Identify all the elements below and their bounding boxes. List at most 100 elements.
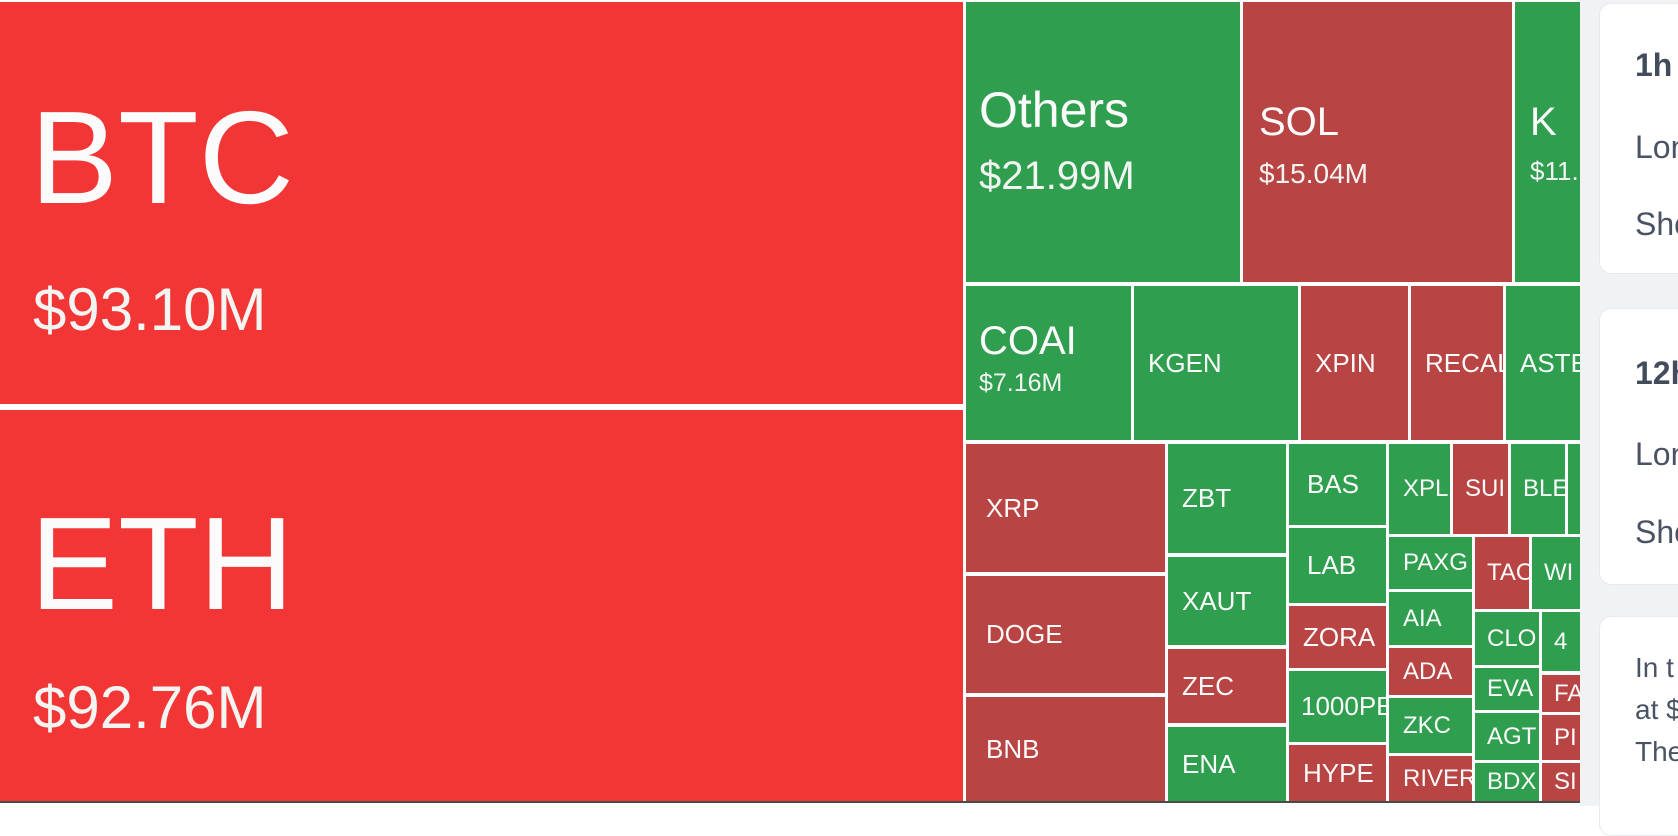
tile-coai[interactable]: COAI $7.16M — [966, 286, 1131, 440]
coin-symbol: BAS — [1307, 469, 1360, 499]
coin-symbol: BNB — [986, 733, 1040, 764]
long-liquidations-label: Lon — [1635, 436, 1678, 472]
coin-symbol: 1000PE — [1301, 691, 1386, 721]
coin-symbol: KGEN — [1148, 347, 1222, 378]
tile-sol[interactable]: SOL $15.04M — [1243, 2, 1512, 282]
sidebar-panel-1h[interactable]: 1h Lon Sho — [1599, 3, 1678, 274]
tile-zec[interactable]: ZEC — [1168, 649, 1286, 723]
coin-symbol: RIVER — [1403, 764, 1472, 792]
coin-symbol: ASTE — [1520, 347, 1580, 378]
coin-symbol: BLE — [1523, 475, 1565, 502]
tile-tao[interactable]: TAO — [1475, 537, 1529, 609]
coin-symbol: FA — [1554, 679, 1580, 707]
coin-symbol: ETH — [30, 490, 294, 637]
tile-xaut[interactable]: XAUT — [1168, 557, 1286, 645]
coin-symbol: COAI — [979, 319, 1077, 363]
summary-text-line: The — [1635, 736, 1678, 767]
coin-symbol: SUI — [1465, 475, 1506, 502]
coin-symbol: SOL — [1259, 100, 1340, 144]
coin-symbol: ZBT — [1182, 483, 1232, 513]
coin-symbol: ZEC — [1182, 670, 1234, 701]
panel-timeframe-label: 12h — [1635, 355, 1678, 391]
liquidation-value: $15.04M — [1259, 158, 1368, 189]
tile-4[interactable]: 4 — [1542, 612, 1580, 671]
coin-symbol: RECAL — [1425, 347, 1503, 378]
summary-text-line: at $ — [1635, 694, 1678, 725]
coin-symbol: DOGE — [986, 619, 1063, 649]
coin-symbol: ZORA — [1303, 621, 1376, 652]
coin-symbol: XRP — [986, 492, 1040, 523]
coin-symbol: AGT — [1487, 722, 1537, 750]
tile-zbt[interactable]: ZBT — [1168, 444, 1286, 553]
tile-sui[interactable]: SUI — [1453, 444, 1508, 534]
tile-ada[interactable]: ADA — [1389, 648, 1472, 695]
tile-wi[interactable]: WI — [1532, 537, 1580, 609]
coin-symbol: XPIN — [1315, 347, 1376, 378]
tile-xrp[interactable]: XRP — [966, 444, 1165, 572]
tile-xpin[interactable]: XPIN — [1301, 286, 1408, 440]
panel-timeframe-label: 1h — [1635, 47, 1673, 83]
long-liquidations-label: Lon — [1635, 129, 1678, 165]
coin-symbol: 4 — [1554, 627, 1568, 655]
short-liquidations-label: Sho — [1635, 514, 1678, 550]
coin-symbol: Others — [979, 82, 1130, 138]
tile-eth[interactable]: ETH $92.76M — [0, 410, 963, 801]
tile-bnb[interactable]: BNB — [966, 697, 1165, 801]
tile-aste[interactable]: ASTE — [1506, 286, 1580, 440]
tile-xpl[interactable]: XPL — [1389, 444, 1450, 534]
tile-ena[interactable]: ENA — [1168, 727, 1286, 801]
tile-others[interactable]: Others $21.99M — [966, 2, 1240, 282]
coin-symbol: ZKC — [1403, 711, 1451, 739]
coin-symbol: BDX — [1487, 768, 1537, 795]
chart-bottom-border — [0, 801, 1580, 803]
coin-symbol: BTC — [30, 84, 294, 231]
tile-1000pe[interactable]: 1000PE — [1289, 671, 1386, 742]
tile-si[interactable]: SI — [1542, 763, 1580, 801]
tile-clo[interactable]: CLO — [1475, 612, 1539, 665]
tile-unlabeled[interactable] — [1568, 444, 1580, 534]
coin-symbol: TAO — [1487, 559, 1529, 586]
coin-symbol: SI — [1554, 768, 1577, 795]
coin-symbol: EVA — [1487, 675, 1534, 702]
liquidation-value: $11. — [1530, 156, 1579, 186]
tile-fa[interactable]: FA — [1542, 675, 1580, 712]
tile-zkc[interactable]: ZKC — [1389, 698, 1472, 753]
tile-bas[interactable]: BAS — [1289, 444, 1386, 525]
coin-symbol: WI — [1544, 559, 1574, 586]
coin-symbol: ADA — [1403, 657, 1453, 685]
liquidation-value: $21.99M — [979, 154, 1135, 198]
coin-symbol: PAXG — [1403, 549, 1468, 576]
coin-symbol: ENA — [1182, 748, 1236, 779]
sidebar-panel-12h[interactable]: 12h Lon Sho — [1599, 308, 1678, 585]
tile-k[interactable]: K $11. — [1515, 2, 1580, 282]
tile-lab[interactable]: LAB — [1289, 528, 1386, 603]
tile-hype[interactable]: HYPE — [1289, 745, 1386, 801]
tile-bdx[interactable]: BDX — [1475, 763, 1539, 801]
coin-symbol: LAB — [1307, 550, 1357, 580]
tile-aia[interactable]: AIA — [1389, 592, 1472, 645]
coin-symbol: K — [1530, 100, 1557, 144]
tile-pi[interactable]: PI — [1542, 715, 1580, 760]
coin-symbol: HYPE — [1303, 757, 1374, 788]
tile-kgen[interactable]: KGEN — [1134, 286, 1298, 440]
sidebar-panel-summary[interactable]: In t at $ The — [1599, 616, 1678, 836]
tile-river[interactable]: RIVER — [1389, 756, 1472, 801]
summary-text-line: In t — [1635, 652, 1674, 683]
short-liquidations-label: Sho — [1635, 206, 1678, 242]
tile-agt[interactable]: AGT — [1475, 713, 1539, 760]
coin-symbol: CLO — [1487, 624, 1537, 652]
tile-eva[interactable]: EVA — [1475, 668, 1539, 710]
coin-symbol: XAUT — [1182, 585, 1252, 616]
tile-doge[interactable]: DOGE — [966, 576, 1165, 693]
coin-symbol: PI — [1554, 723, 1577, 751]
liquidation-value: $7.16M — [979, 369, 1063, 397]
tile-zora[interactable]: ZORA — [1289, 606, 1386, 668]
tile-paxg[interactable]: PAXG — [1389, 537, 1472, 589]
liquidation-value: $93.10M — [33, 276, 267, 343]
tile-ble[interactable]: BLE — [1511, 444, 1565, 534]
coin-symbol: XPL — [1403, 475, 1449, 502]
coin-symbol: AIA — [1403, 604, 1442, 632]
tile-recal[interactable]: RECAL — [1411, 286, 1503, 440]
tile-btc[interactable]: BTC $93.10M — [0, 2, 963, 404]
